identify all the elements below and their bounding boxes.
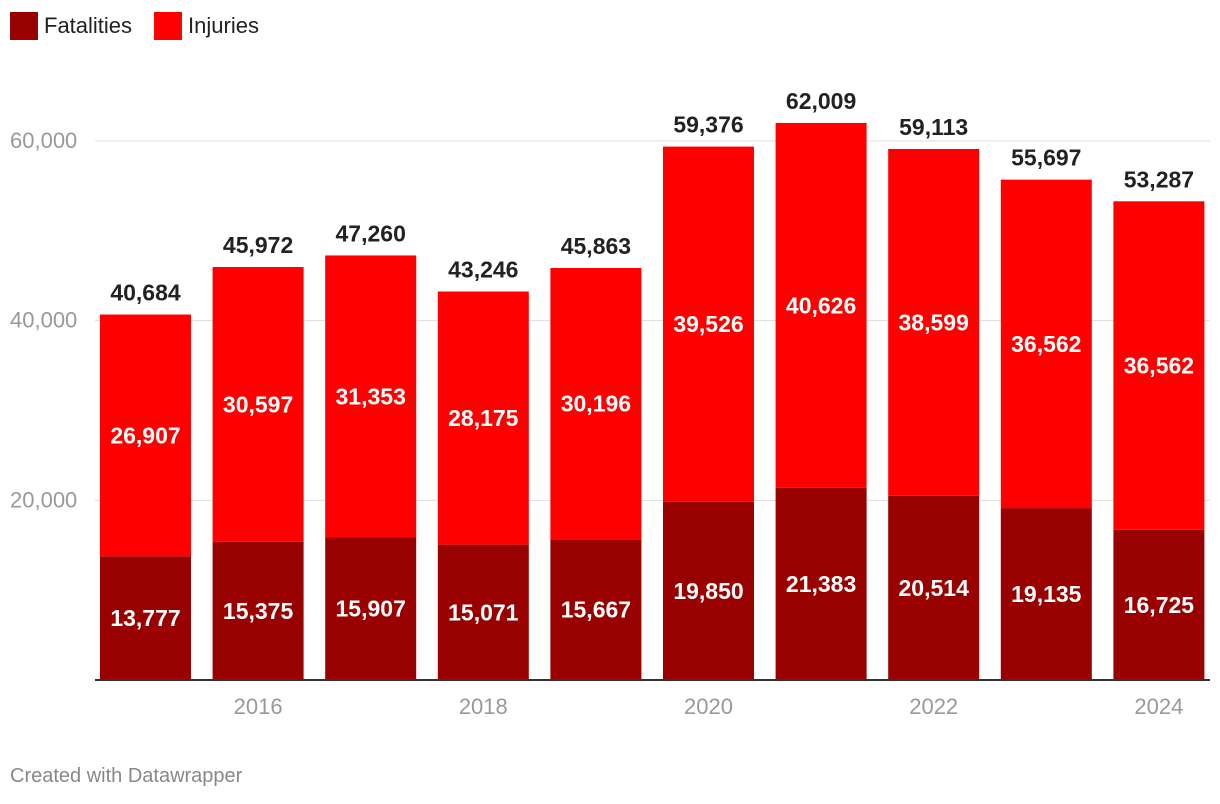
bar-injuries xyxy=(888,148,980,496)
x-tick-label: 2022 xyxy=(909,694,958,719)
fatalities-value-label: 15,907 xyxy=(336,596,406,622)
total-value-label: 55,697 xyxy=(1011,145,1081,171)
legend: Fatalities Injuries xyxy=(10,12,259,40)
total-value-label: 45,972 xyxy=(223,232,293,258)
fatalities-value-label: 15,375 xyxy=(223,598,294,624)
bar-fatalities xyxy=(775,487,867,680)
x-tick-label: 2020 xyxy=(684,694,733,719)
bar-fatalities xyxy=(100,556,191,680)
bar-fatalities xyxy=(437,544,529,680)
legend-label-injuries: Injuries xyxy=(188,13,259,38)
fatalities-value-label: 16,725 xyxy=(1124,592,1195,618)
bar-injuries xyxy=(325,255,417,538)
total-value-label: 59,376 xyxy=(673,112,743,138)
total-value-label: 53,287 xyxy=(1124,166,1194,192)
fatalities-value-label: 20,514 xyxy=(899,575,970,601)
injuries-value-label: 28,175 xyxy=(448,405,519,431)
y-tick-label: 60,000 xyxy=(10,128,77,153)
injuries-swatch xyxy=(154,12,183,40)
x-tick-label: 2024 xyxy=(1134,694,1183,719)
bar-fatalities xyxy=(1000,508,1092,680)
bar-fatalities xyxy=(212,541,304,680)
legend-label-fatalities: Fatalities xyxy=(44,13,133,38)
bar-injuries xyxy=(437,291,529,545)
injuries-value-label: 30,597 xyxy=(223,391,293,417)
total-value-label: 43,246 xyxy=(448,257,518,283)
fatalities-value-label: 13,777 xyxy=(110,605,180,631)
total-value-label: 62,009 xyxy=(786,88,856,114)
injuries-value-label: 39,526 xyxy=(673,311,743,337)
total-value-label: 40,684 xyxy=(110,280,181,306)
bar-fatalities xyxy=(1113,529,1205,680)
fatalities-value-label: 21,383 xyxy=(786,571,856,597)
bar-fatalities xyxy=(325,537,417,680)
total-value-label: 47,260 xyxy=(336,220,406,246)
y-tick-label: 20,000 xyxy=(10,487,77,512)
injuries-value-label: 36,562 xyxy=(1124,353,1194,379)
injuries-value-label: 26,907 xyxy=(110,422,180,448)
bar-injuries xyxy=(663,146,754,502)
y-tick-label: 40,000 xyxy=(10,308,77,333)
legend-item-injuries: Injuries xyxy=(154,12,259,40)
injuries-value-label: 31,353 xyxy=(336,383,406,409)
bar-fatalities xyxy=(888,495,980,680)
legend-item-fatalities: Fatalities xyxy=(10,12,132,40)
bar-injuries xyxy=(212,267,304,542)
bar-injuries xyxy=(100,314,191,557)
bar-injuries xyxy=(775,122,867,488)
injuries-value-label: 38,599 xyxy=(899,309,969,335)
x-tick-label: 2016 xyxy=(234,694,283,719)
total-value-label: 59,113 xyxy=(899,114,968,140)
bar-fatalities xyxy=(663,501,754,680)
injuries-value-label: 30,196 xyxy=(561,391,631,417)
fatalities-value-label: 15,071 xyxy=(448,599,519,625)
bar-fatalities xyxy=(550,539,642,680)
fatalities-value-label: 15,667 xyxy=(561,597,631,623)
fatalities-swatch xyxy=(10,12,38,40)
x-tick-label: 2018 xyxy=(459,694,508,719)
bar-injuries xyxy=(1113,201,1205,530)
total-value-label: 45,863 xyxy=(561,233,631,259)
injuries-value-label: 36,562 xyxy=(1011,331,1081,357)
fatalities-value-label: 19,135 xyxy=(1011,581,1082,607)
bar-injuries xyxy=(1000,179,1092,509)
injuries-value-label: 40,626 xyxy=(786,292,856,318)
bar-injuries xyxy=(550,267,642,540)
footer-credit: Created with Datawrapper xyxy=(10,765,243,787)
fatalities-value-label: 19,850 xyxy=(673,578,743,604)
